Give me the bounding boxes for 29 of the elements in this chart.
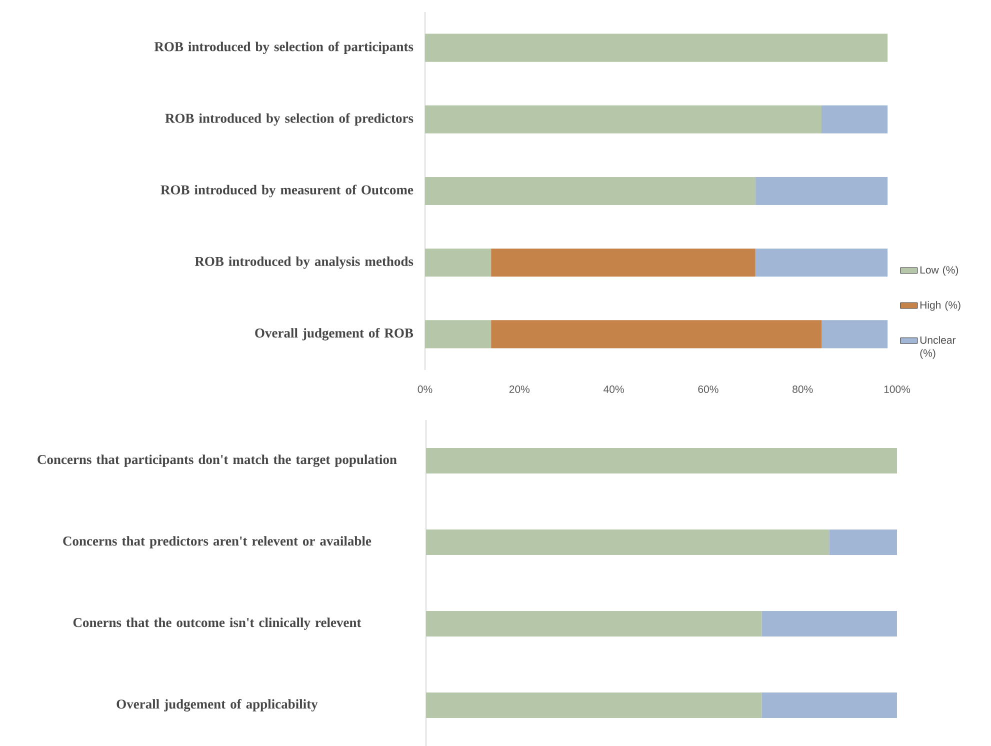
y-tick-label: Overall judgement of ROB bbox=[255, 328, 414, 340]
y-tick-label: ROB introduced by analysis methods bbox=[194, 256, 414, 269]
y-tick-label: ROB introduced by selection of participants bbox=[154, 42, 414, 54]
bar bbox=[425, 105, 822, 134]
x-tick-label: 0% bbox=[418, 386, 432, 393]
bar bbox=[755, 248, 888, 277]
legend-label: Low (%) bbox=[920, 266, 958, 276]
x-tick-label: 20% bbox=[509, 386, 530, 393]
bar bbox=[425, 320, 492, 348]
y-tick-label: Concerns that participants don't match the target population bbox=[38, 454, 397, 467]
y-tick-label: Conerns that the outcome isn't clinically relevent bbox=[73, 618, 362, 630]
bar bbox=[491, 248, 756, 277]
y-tick-label: ROB introduced by selection of predictors bbox=[165, 113, 414, 126]
bar bbox=[821, 320, 888, 348]
y-tick-label: ROB introduced by measurent of Outcome bbox=[160, 184, 414, 198]
bar bbox=[755, 176, 888, 206]
bar bbox=[491, 320, 822, 348]
y-tick-label: Concerns that predictors aren't relevent or available bbox=[63, 536, 372, 548]
x-tick-label: 60% bbox=[698, 386, 718, 393]
legend-label: High (%) bbox=[920, 301, 960, 311]
bar bbox=[425, 34, 888, 62]
x-tick-label: 80% bbox=[792, 386, 813, 393]
bar bbox=[821, 105, 888, 134]
bar bbox=[425, 176, 756, 206]
x-tick-label: 40% bbox=[604, 386, 624, 393]
x-tick-label: 100% bbox=[884, 386, 910, 393]
y-tick-label: Overall judgement of applicability bbox=[116, 699, 318, 712]
legend-label: Unclear (%) bbox=[920, 336, 956, 359]
bar bbox=[425, 248, 492, 277]
